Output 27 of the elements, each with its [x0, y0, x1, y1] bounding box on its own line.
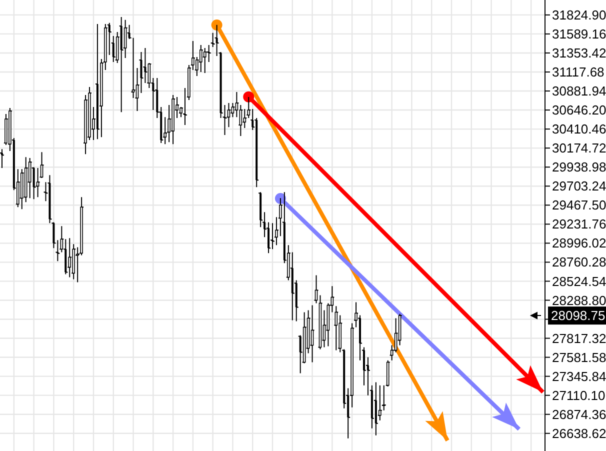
y-tick-label: 31589.16	[552, 26, 606, 42]
y-tick-label: 28996.02	[552, 236, 606, 251]
candlestick	[334, 306, 338, 351]
candlestick	[239, 104, 242, 137]
y-tick-label: 29938.98	[552, 160, 606, 175]
y-tick-label: 26874.36	[552, 406, 606, 422]
y-tick-label: 27345.84	[552, 368, 606, 384]
y-tick-label: 28524.54	[552, 274, 606, 289]
y-tick-label: 28288.80	[552, 292, 606, 308]
y-tick-label: 31117.68	[552, 64, 604, 80]
y-tick-label: 30410.46	[552, 122, 606, 137]
y-tick-label: 30174.72	[552, 140, 606, 156]
y-tick-label: 26638.62	[552, 426, 606, 441]
y-tick-label: 27110.10	[552, 388, 606, 403]
y-tick-label: 27817.32	[552, 330, 606, 346]
point	[211, 20, 222, 31]
y-tick-label: 29703.24	[552, 178, 606, 194]
y-tick-label: 29231.76	[552, 216, 606, 232]
y-tick-label: 31824.90	[552, 7, 606, 22]
text: 28098.75	[551, 308, 606, 324]
y-tick-label: 28760.28	[552, 254, 606, 270]
y-tick-label: 29467.50	[552, 198, 606, 213]
y-tick-label: 31353.42	[552, 46, 606, 61]
y-tick-label: 27581.58	[552, 350, 606, 365]
y-tick-label: 30646.20	[552, 102, 606, 118]
y-tick-label: 30881.94	[552, 84, 606, 99]
point	[243, 91, 254, 102]
